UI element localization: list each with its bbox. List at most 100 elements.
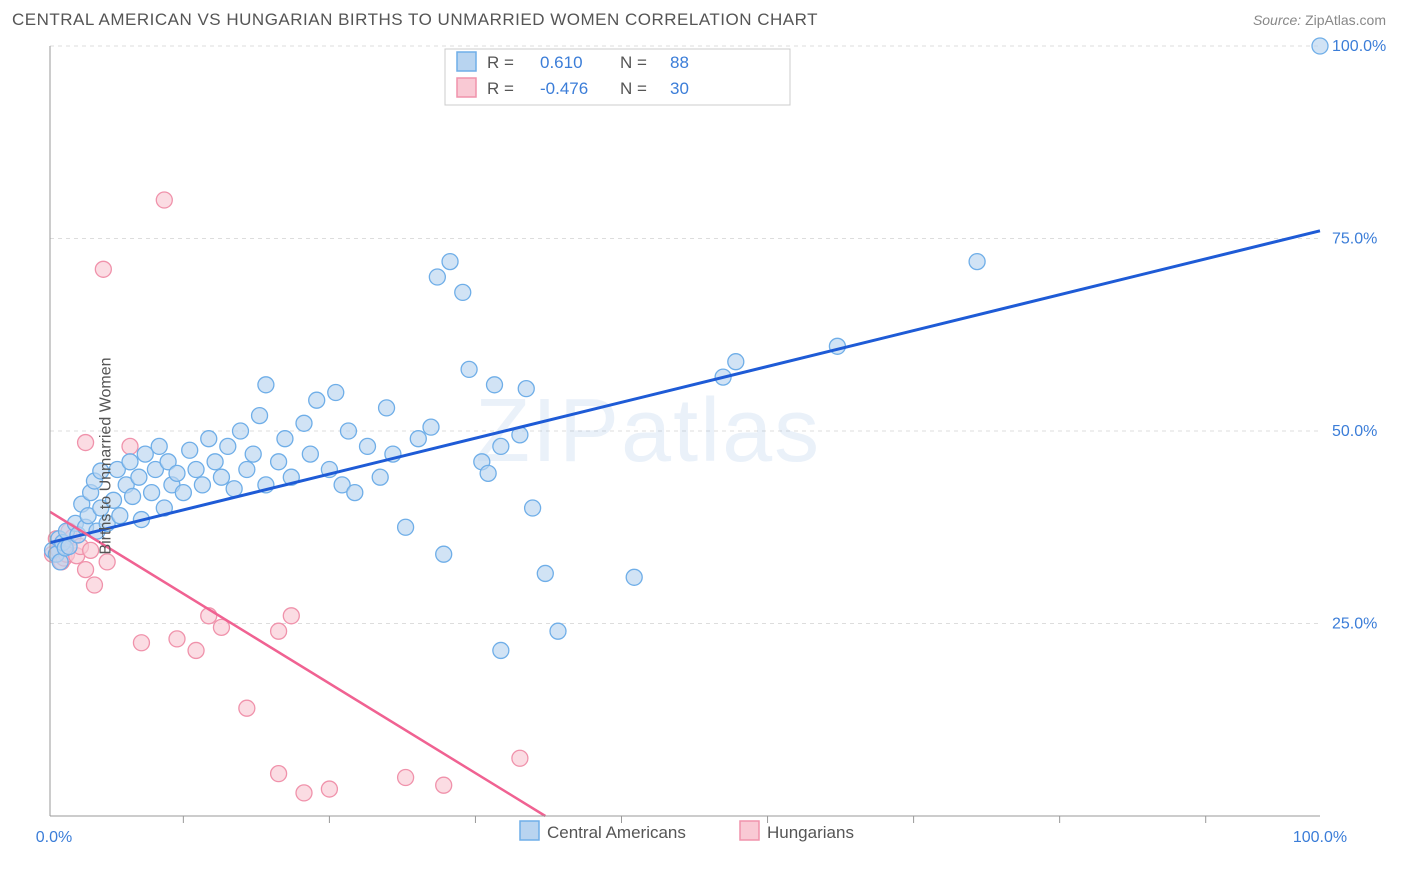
data-point-blue	[207, 454, 223, 470]
data-point-blue	[340, 423, 356, 439]
data-point-pink	[99, 554, 115, 570]
legend-n-value-pink: 30	[670, 79, 689, 98]
data-point-blue	[410, 431, 426, 447]
trend-line-pink	[50, 512, 545, 816]
y-tick-label: 100.0%	[1332, 38, 1386, 55]
data-point-pink	[169, 631, 185, 647]
data-point-pink	[78, 562, 94, 578]
data-point-blue	[372, 469, 388, 485]
source-label: Source:	[1253, 12, 1301, 28]
data-point-pink	[86, 577, 102, 593]
data-point-blue	[226, 481, 242, 497]
data-point-blue	[626, 569, 642, 585]
trend-line-blue	[50, 231, 1320, 543]
data-point-blue	[525, 500, 541, 516]
data-point-blue	[302, 446, 318, 462]
data-point-blue	[493, 642, 509, 658]
data-point-blue	[296, 415, 312, 431]
data-point-blue	[487, 377, 503, 393]
legend-r-value-pink: -0.476	[540, 79, 588, 98]
data-point-blue	[493, 438, 509, 454]
data-point-blue	[309, 392, 325, 408]
data-point-blue	[1312, 38, 1328, 54]
data-point-blue	[271, 454, 287, 470]
data-point-blue	[131, 469, 147, 485]
data-point-pink	[283, 608, 299, 624]
chart-title: CENTRAL AMERICAN VS HUNGARIAN BIRTHS TO …	[12, 10, 818, 30]
legend-swatch-blue	[457, 52, 476, 71]
data-point-blue	[239, 462, 255, 478]
source-attribution: Source: ZipAtlas.com	[1253, 12, 1386, 28]
data-point-pink	[271, 623, 287, 639]
data-point-blue	[550, 623, 566, 639]
data-point-pink	[188, 642, 204, 658]
chart-header: CENTRAL AMERICAN VS HUNGARIAN BIRTHS TO …	[0, 0, 1406, 36]
data-point-pink	[271, 766, 287, 782]
data-point-blue	[169, 465, 185, 481]
data-point-blue	[518, 381, 534, 397]
bottom-legend-swatch-pink	[740, 821, 759, 840]
data-point-pink	[512, 750, 528, 766]
y-tick-label: 50.0%	[1332, 423, 1377, 440]
legend-r-value-blue: 0.610	[540, 53, 583, 72]
data-point-blue	[125, 488, 141, 504]
data-point-blue	[728, 354, 744, 370]
data-point-blue	[258, 377, 274, 393]
data-point-blue	[175, 485, 191, 501]
legend-n-value-blue: 88	[670, 53, 689, 72]
data-point-pink	[122, 438, 138, 454]
data-point-blue	[213, 469, 229, 485]
data-point-blue	[537, 565, 553, 581]
chart-container: Births to Unmarried Women 25.0%50.0%75.0…	[0, 36, 1406, 876]
data-point-pink	[398, 770, 414, 786]
data-point-blue	[245, 446, 261, 462]
legend-n-label: N =	[620, 79, 647, 98]
data-point-pink	[296, 785, 312, 801]
x-axis-min-label: 0.0%	[36, 829, 72, 846]
legend-swatch-pink	[457, 78, 476, 97]
data-point-blue	[144, 485, 160, 501]
data-point-pink	[83, 542, 99, 558]
data-point-blue	[328, 385, 344, 401]
data-point-blue	[379, 400, 395, 416]
data-point-pink	[95, 261, 111, 277]
data-point-blue	[436, 546, 452, 562]
data-point-blue	[455, 284, 471, 300]
data-point-blue	[398, 519, 414, 535]
data-point-blue	[360, 438, 376, 454]
data-point-blue	[188, 462, 204, 478]
data-point-blue	[429, 269, 445, 285]
data-point-pink	[436, 777, 452, 793]
y-axis-label: Births to Unmarried Women	[98, 357, 116, 554]
data-point-blue	[442, 254, 458, 270]
scatter-chart: 25.0%50.0%75.0%100.0%ZIPatlas0.0%100.0%R…	[0, 36, 1406, 876]
data-point-blue	[151, 438, 167, 454]
data-point-pink	[133, 635, 149, 651]
bottom-legend-label-blue: Central Americans	[547, 823, 686, 842]
data-point-blue	[194, 477, 210, 493]
data-point-blue	[969, 254, 985, 270]
data-point-blue	[220, 438, 236, 454]
x-axis-max-label: 100.0%	[1293, 829, 1347, 846]
legend-r-label: R =	[487, 79, 514, 98]
y-tick-label: 25.0%	[1332, 616, 1377, 633]
data-point-blue	[461, 361, 477, 377]
data-point-blue	[201, 431, 217, 447]
legend-n-label: N =	[620, 53, 647, 72]
data-point-pink	[78, 435, 94, 451]
data-point-blue	[347, 485, 363, 501]
source-value: ZipAtlas.com	[1305, 12, 1386, 28]
data-point-blue	[423, 419, 439, 435]
data-point-blue	[480, 465, 496, 481]
data-point-blue	[182, 442, 198, 458]
data-point-pink	[321, 781, 337, 797]
bottom-legend-swatch-blue	[520, 821, 539, 840]
data-point-pink	[239, 700, 255, 716]
data-point-pink	[156, 192, 172, 208]
data-point-blue	[252, 408, 268, 424]
bottom-legend-label-pink: Hungarians	[767, 823, 854, 842]
y-tick-label: 75.0%	[1332, 231, 1377, 248]
data-point-blue	[122, 454, 138, 470]
legend-r-label: R =	[487, 53, 514, 72]
data-point-blue	[233, 423, 249, 439]
